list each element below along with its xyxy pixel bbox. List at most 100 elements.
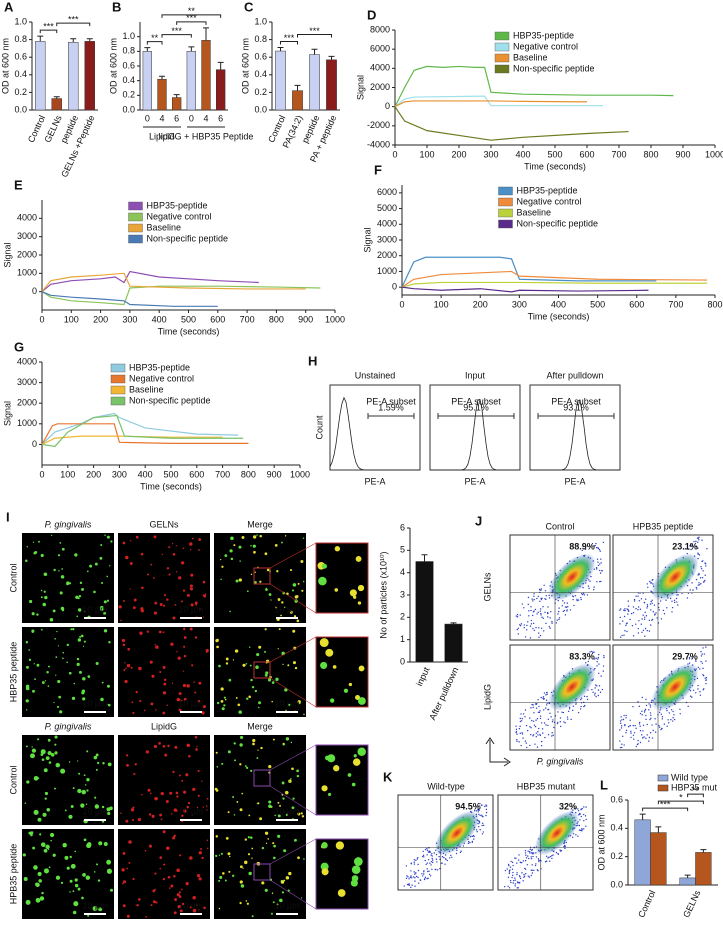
flow-event	[572, 705, 575, 707]
cell-dot	[103, 842, 108, 847]
flow-event	[512, 871, 514, 874]
cell-dot	[232, 659, 235, 661]
cell-dot	[202, 580, 206, 584]
flow-event	[527, 855, 529, 857]
flow-event	[595, 695, 597, 698]
column-label: HBP35 mutant	[517, 781, 576, 791]
cell-dot	[41, 681, 45, 684]
cell-dot	[178, 774, 181, 777]
flow-event	[524, 867, 526, 870]
flow-event	[531, 872, 534, 874]
cell-dot	[94, 804, 100, 809]
cell-dot	[227, 852, 231, 856]
flow-event	[584, 548, 587, 550]
flow-event	[432, 859, 434, 861]
cell-dot	[264, 650, 267, 653]
legend-label: HBP35-peptide	[517, 185, 578, 195]
cell-dot	[83, 640, 86, 643]
cell-dot	[189, 906, 192, 909]
cell-dot	[176, 795, 179, 798]
cell-dot	[70, 805, 74, 808]
significance-label: ***	[284, 33, 295, 43]
flow-event	[538, 636, 540, 639]
series-line	[401, 256, 657, 288]
flow-event	[539, 715, 542, 717]
cell-dot	[277, 598, 281, 601]
significance-bracket	[56, 22, 91, 27]
flow-event	[516, 873, 518, 876]
flow-event	[619, 636, 622, 638]
flow-event	[643, 601, 646, 604]
flow-event	[416, 858, 418, 860]
cell-dot	[300, 559, 304, 563]
flow-event	[534, 743, 536, 745]
flow-event	[545, 595, 547, 597]
cell-dot	[74, 883, 79, 888]
significance-bracket	[176, 21, 207, 25]
cell-dot	[278, 628, 281, 631]
cell-dot	[205, 648, 209, 653]
cell-dot	[301, 589, 304, 592]
cell-dot	[259, 817, 263, 821]
flow-event	[642, 730, 644, 732]
cell-dot	[282, 797, 285, 800]
flow-event	[593, 651, 595, 653]
cell-dot	[170, 884, 174, 888]
cell-dot	[185, 882, 189, 886]
cell-dot	[297, 856, 300, 860]
cell-dot	[155, 901, 158, 904]
flow-event	[516, 613, 519, 616]
cell-dot	[196, 745, 198, 747]
flow-event	[649, 732, 652, 734]
flow-event	[407, 876, 409, 878]
bar	[634, 819, 651, 886]
cell-dot	[234, 649, 239, 653]
flow-event	[583, 820, 585, 822]
flow-event	[570, 718, 572, 721]
significance-label: **	[151, 33, 159, 43]
flow-event	[580, 598, 582, 601]
flow-event	[646, 583, 648, 585]
flow-event	[594, 687, 596, 689]
flow-event	[524, 849, 527, 852]
cell-dot	[239, 735, 244, 739]
flow-event	[516, 733, 518, 735]
cell-dot	[333, 765, 340, 772]
flow-event	[563, 609, 566, 612]
cell-dot	[175, 571, 178, 573]
cell-dot	[79, 635, 82, 638]
cell-dot	[95, 768, 98, 771]
x-tick-label: 6	[218, 113, 223, 123]
flow-event	[621, 743, 623, 745]
flow-event	[542, 732, 544, 734]
cell-dot	[176, 697, 180, 702]
cell-dot	[189, 587, 194, 591]
panel-label: G	[14, 339, 24, 354]
bar	[650, 832, 667, 886]
cell-dot	[252, 738, 256, 743]
cell-dot	[276, 570, 279, 573]
cell-dot	[73, 682, 76, 685]
cell-dot	[195, 604, 198, 606]
cell-dot	[265, 671, 269, 675]
y-tick-label: 0.0	[254, 104, 267, 114]
cell-dot	[154, 888, 156, 891]
cell-dot	[303, 858, 305, 860]
flow-event	[625, 717, 627, 719]
flow-event	[595, 547, 598, 549]
flow-event	[602, 665, 605, 667]
cell-dot	[357, 697, 366, 705]
cell-dot	[25, 899, 31, 905]
flow-event	[630, 732, 632, 734]
cell-dot	[149, 792, 152, 795]
flow-event	[584, 704, 586, 707]
column-label: LipidG	[151, 721, 177, 731]
flow-event	[630, 730, 632, 732]
legend-label: Negative control	[147, 211, 212, 221]
flow-event	[532, 622, 535, 625]
flow-event	[585, 825, 587, 827]
y-axis-label: Count	[314, 415, 324, 440]
cell-dot	[260, 746, 263, 750]
flow-event	[582, 586, 584, 589]
legend-swatch	[110, 363, 126, 373]
